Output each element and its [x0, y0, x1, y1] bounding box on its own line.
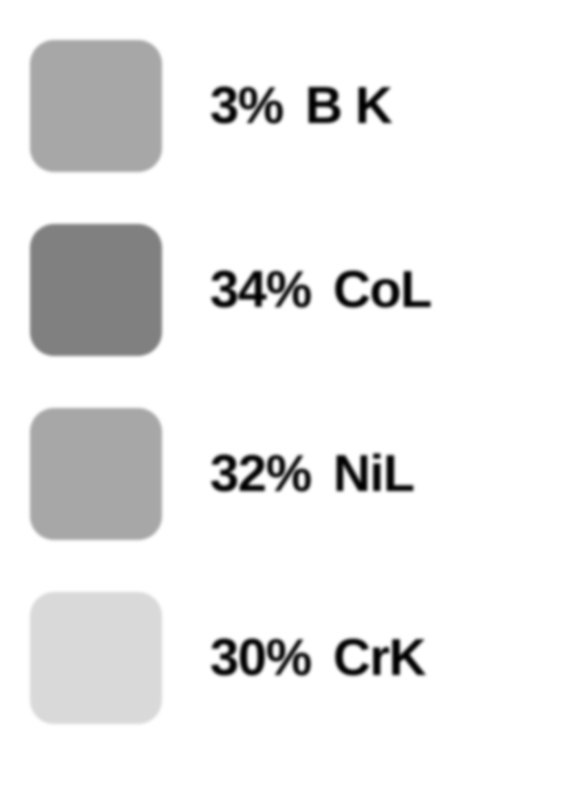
legend-swatch — [30, 592, 162, 724]
legend-element: NiL — [333, 444, 414, 504]
legend-percent: 30% — [210, 628, 311, 688]
legend-label: 30% CrK — [210, 628, 425, 688]
legend-element: CoL — [333, 260, 431, 320]
legend-percent: 34% — [210, 260, 311, 320]
legend-percent: 32% — [210, 444, 311, 504]
legend-element: B K — [305, 76, 392, 136]
legend-label: 34% CoL — [210, 260, 431, 320]
legend-percent: 3% — [210, 76, 283, 136]
legend-container: 3% B K 34% CoL 32% NiL 30% CrK — [30, 40, 541, 724]
legend-item: 30% CrK — [30, 592, 541, 724]
legend-item: 3% B K — [30, 40, 541, 172]
legend-element: CrK — [333, 628, 425, 688]
legend-swatch — [30, 224, 162, 356]
legend-swatch — [30, 408, 162, 540]
legend-label: 3% B K — [210, 76, 392, 136]
legend-item: 32% NiL — [30, 408, 541, 540]
legend-swatch — [30, 40, 162, 172]
legend-item: 34% CoL — [30, 224, 541, 356]
legend-label: 32% NiL — [210, 444, 414, 504]
